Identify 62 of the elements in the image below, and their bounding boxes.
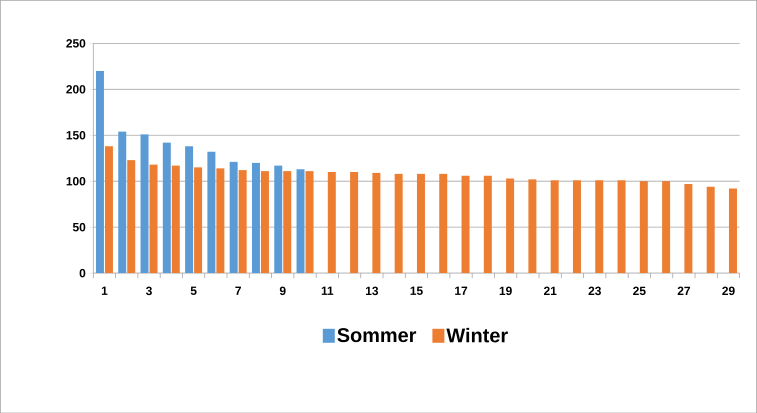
x-tick-label: 3 xyxy=(146,286,152,295)
bar xyxy=(162,142,171,273)
legend-label: Sommer xyxy=(337,328,416,342)
x-tick-label: 5 xyxy=(190,286,197,295)
bar xyxy=(252,162,260,273)
bar xyxy=(706,186,715,273)
bar xyxy=(127,160,136,273)
x-tick-label: 7 xyxy=(235,286,241,295)
y-tick-label: 200 xyxy=(66,84,86,94)
y-tick-label: 150 xyxy=(66,130,86,140)
x-tick-label: 21 xyxy=(544,286,556,295)
bar xyxy=(550,180,559,273)
bar xyxy=(185,146,194,273)
bar xyxy=(96,70,104,273)
x-tick-label: 11 xyxy=(322,286,334,295)
x-tick-label: 23 xyxy=(588,286,601,295)
y-tick-label: 0 xyxy=(80,268,86,278)
bar xyxy=(640,181,648,273)
bar xyxy=(230,162,238,273)
bar xyxy=(618,180,626,273)
x-tick-label: 19 xyxy=(500,286,512,295)
bar xyxy=(118,131,126,273)
bar xyxy=(274,165,282,273)
bar xyxy=(140,134,149,273)
bar xyxy=(194,167,202,273)
bar xyxy=(207,152,216,273)
bar xyxy=(104,146,113,273)
x-tick-label: 15 xyxy=(410,286,423,295)
x-tick-label: 13 xyxy=(366,286,378,295)
y-tick-label: 50 xyxy=(72,222,86,232)
bar xyxy=(684,184,692,273)
x-tick-label: 27 xyxy=(678,286,690,295)
bar xyxy=(595,180,604,273)
x-tick-label: 17 xyxy=(455,286,468,295)
bar xyxy=(216,168,224,273)
bar xyxy=(484,176,492,273)
bar xyxy=(416,174,425,273)
x-tick-label: 9 xyxy=(280,286,286,295)
bar xyxy=(728,188,737,273)
bar xyxy=(506,178,514,273)
legend-label: Winter xyxy=(446,328,508,342)
bar xyxy=(296,169,305,273)
bar xyxy=(172,165,180,273)
bar xyxy=(283,170,292,273)
y-tick-label: 100 xyxy=(66,176,86,186)
y-tick-label: 250 xyxy=(66,38,86,48)
bar xyxy=(572,180,581,273)
bar xyxy=(394,174,403,273)
bar xyxy=(439,174,448,273)
bar xyxy=(350,172,358,273)
bar xyxy=(372,172,380,273)
bar xyxy=(462,176,470,273)
x-tick-label: 1 xyxy=(102,286,108,295)
bar xyxy=(662,181,670,273)
bar xyxy=(328,172,336,273)
bar xyxy=(238,170,247,273)
bar xyxy=(150,164,158,273)
bar xyxy=(260,170,269,273)
bar xyxy=(528,179,536,273)
x-tick-label: 29 xyxy=(722,286,735,295)
bar xyxy=(306,170,314,273)
x-tick-label: 25 xyxy=(633,286,646,295)
